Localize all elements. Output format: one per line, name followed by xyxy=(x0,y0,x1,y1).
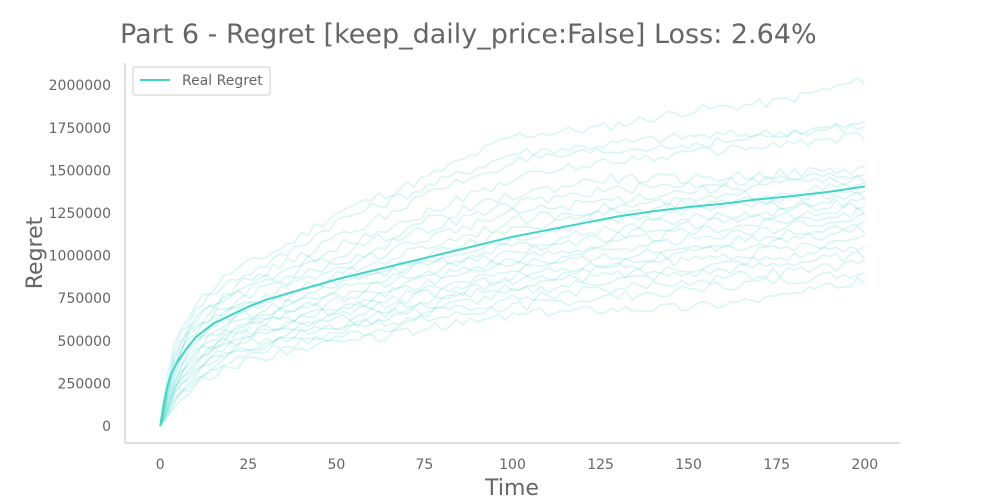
y-tick-label: 1250000 xyxy=(49,206,111,222)
run-line xyxy=(159,173,866,427)
x-tick-label: 0 xyxy=(156,457,165,473)
run-line xyxy=(159,197,866,427)
run-line xyxy=(159,76,866,427)
run-line xyxy=(159,212,866,427)
y-tick-label: 1750000 xyxy=(49,121,111,137)
y-tick-label: 2000000 xyxy=(49,78,111,94)
run-line xyxy=(159,120,866,427)
run-line xyxy=(159,190,866,427)
x-tick-label: 175 xyxy=(763,457,790,473)
x-tick-label: 200 xyxy=(851,457,878,473)
run-line xyxy=(159,245,866,427)
run-line xyxy=(159,123,866,427)
y-tick-label: 1500000 xyxy=(49,163,111,179)
run-lines xyxy=(159,76,866,427)
y-tick-label: 750000 xyxy=(58,291,111,307)
y-tick-label: 0 xyxy=(102,419,111,435)
run-line xyxy=(159,271,866,427)
run-line xyxy=(159,206,866,427)
run-line xyxy=(159,220,866,427)
y-tick-label: 1000000 xyxy=(49,249,111,265)
x-tick-label: 25 xyxy=(239,457,257,473)
legend-box xyxy=(132,66,271,96)
run-line xyxy=(159,234,866,427)
y-axis-label: Regret xyxy=(23,216,48,289)
x-tick-label: 150 xyxy=(675,457,702,473)
run-line xyxy=(159,225,866,427)
legend-label: Real Regret xyxy=(182,73,263,89)
x-tick-label: 75 xyxy=(415,457,433,473)
x-axis-ticks: 0 25 50 75 100 125 150 175 200 xyxy=(156,457,878,473)
mean-regret-line xyxy=(159,185,865,427)
run-line xyxy=(159,171,866,427)
legend: Real Regret xyxy=(132,66,271,96)
run-line xyxy=(159,250,866,427)
run-line xyxy=(159,276,866,427)
x-tick-label: 125 xyxy=(587,457,614,473)
run-line xyxy=(159,165,866,427)
y-axis-ticks: 0 250000 500000 750000 1000000 1250000 1500000… xyxy=(49,78,111,435)
run-line xyxy=(159,202,866,427)
run-line xyxy=(159,259,866,427)
run-line xyxy=(159,131,866,427)
y-tick-label: 250000 xyxy=(58,376,111,392)
x-tick-label: 100 xyxy=(499,457,526,473)
x-axis-label: Time xyxy=(484,476,539,500)
chart-title: Part 6 - Regret [keep_daily_price:False]… xyxy=(120,19,817,50)
mean-line-layer xyxy=(159,185,865,427)
x-tick-label: 50 xyxy=(327,457,345,473)
y-tick-label: 500000 xyxy=(58,334,111,350)
